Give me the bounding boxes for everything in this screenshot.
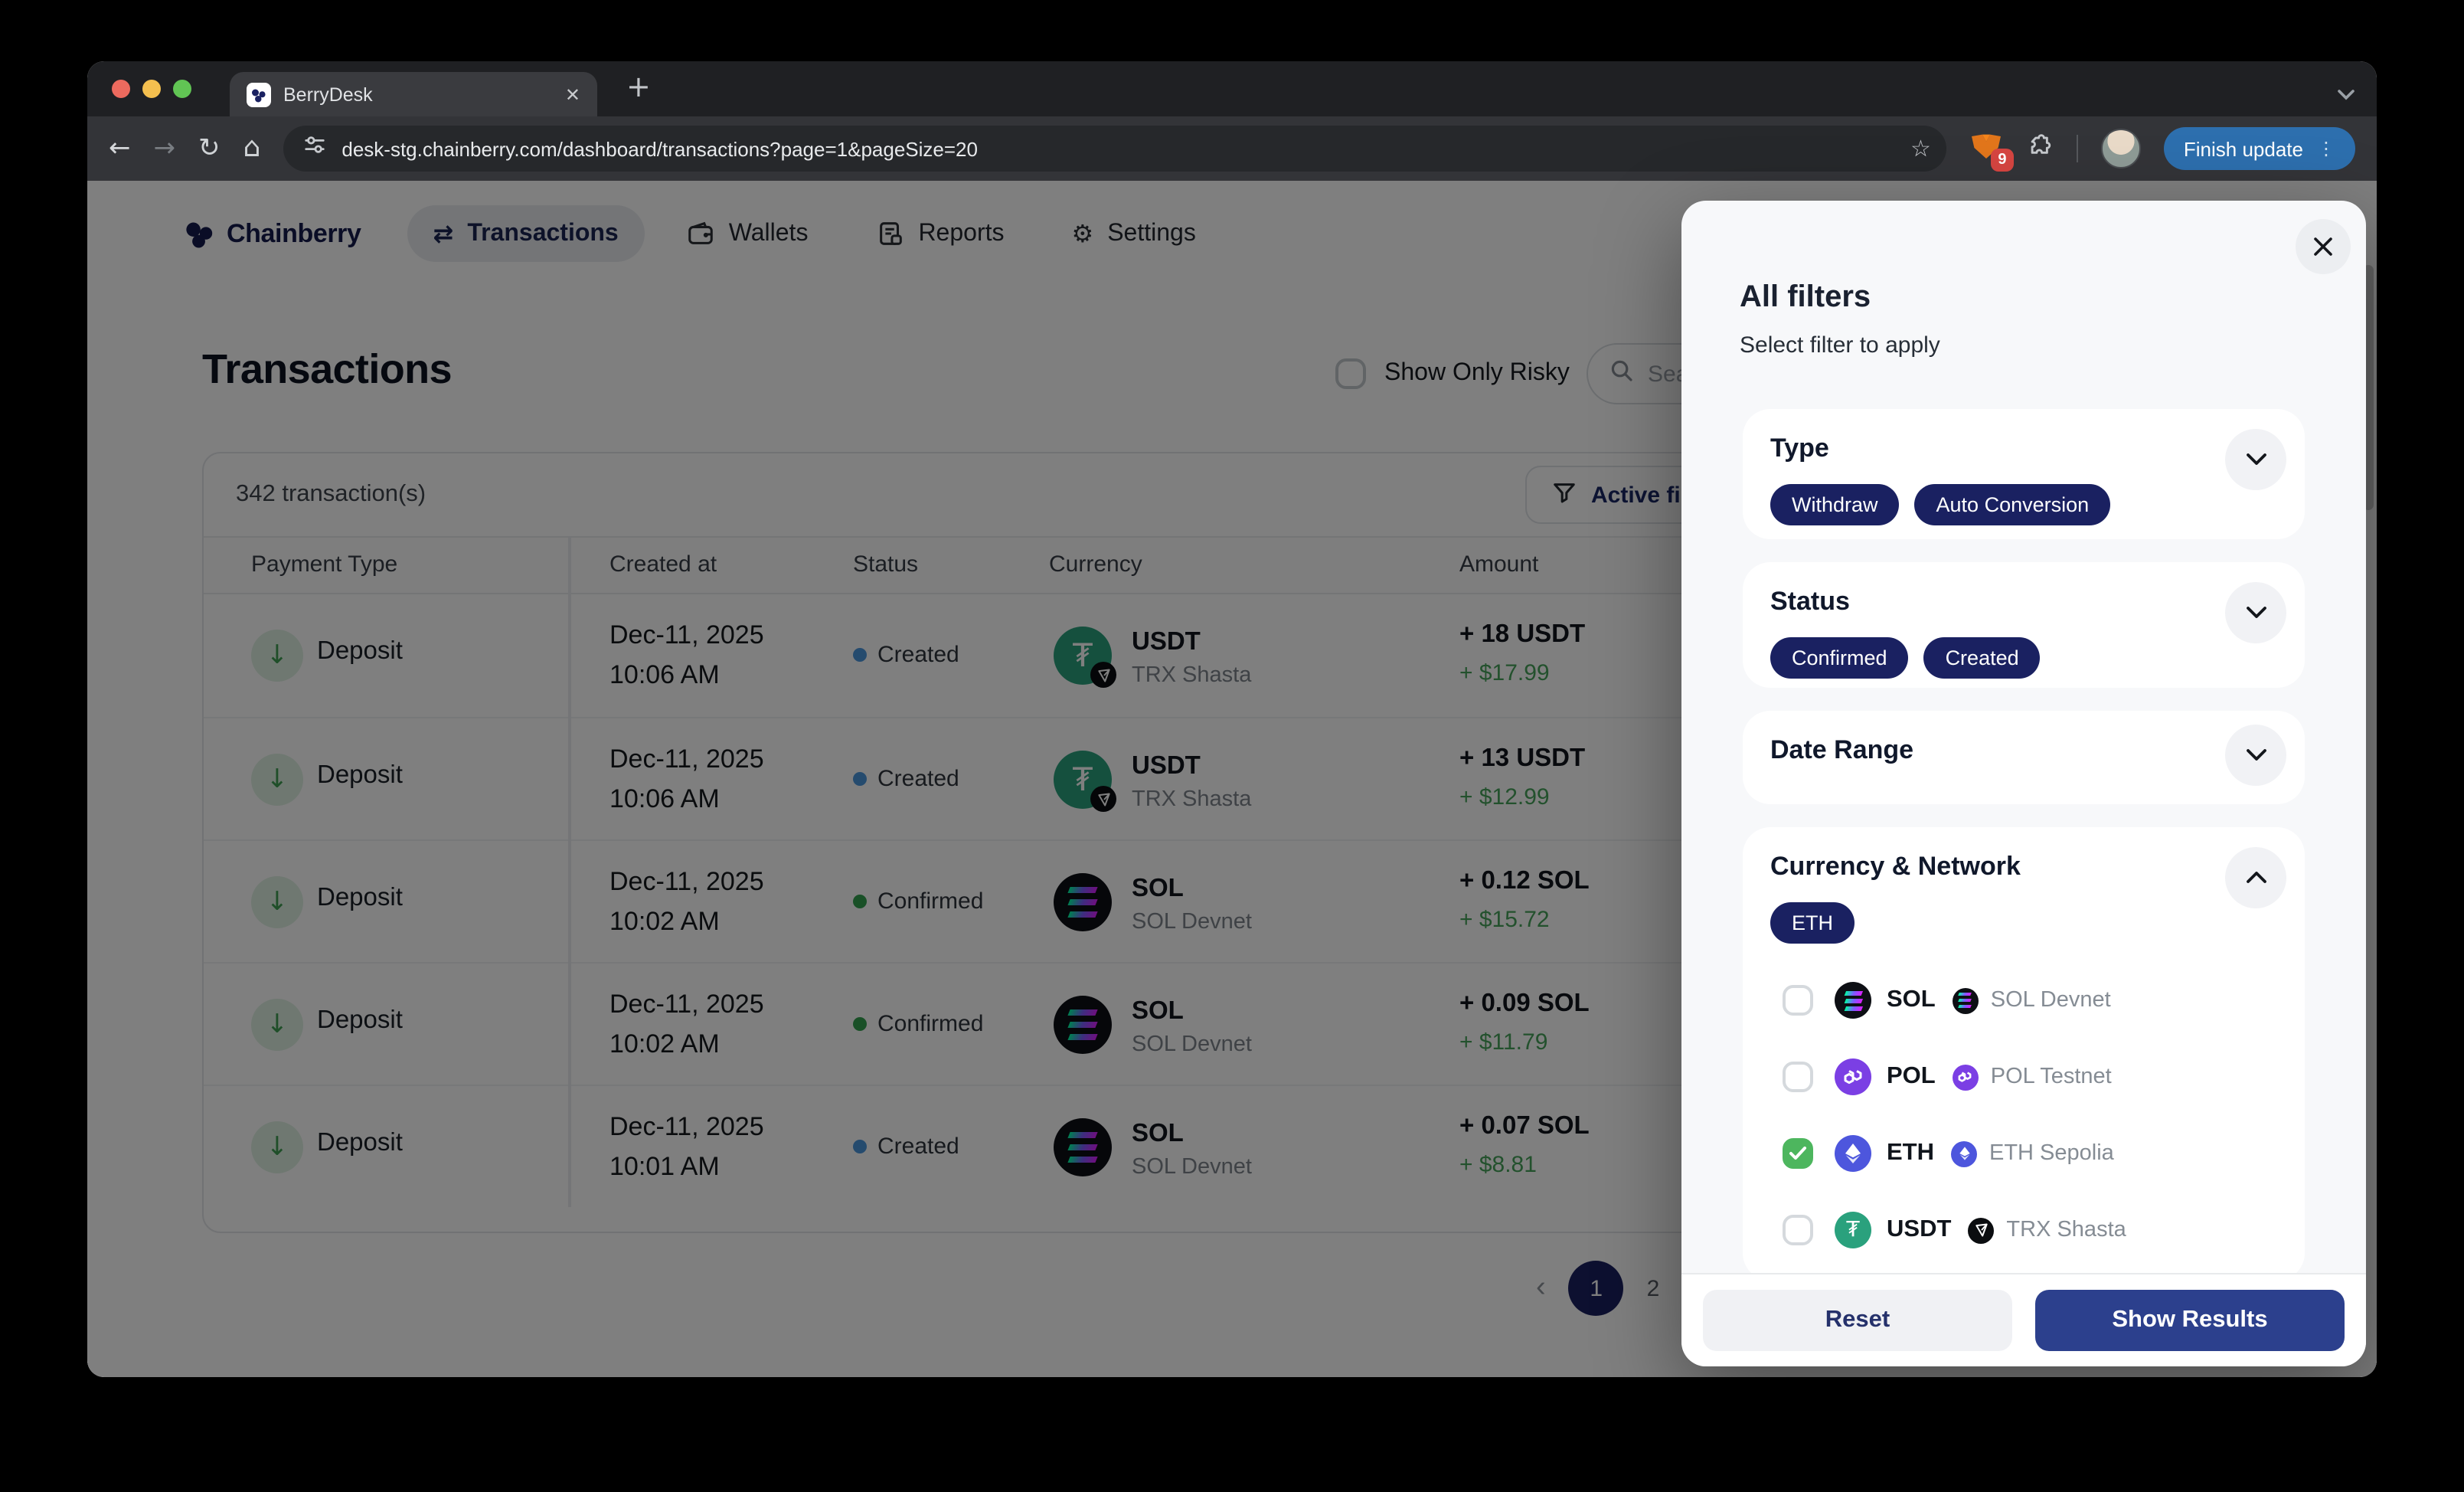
extensions-puzzle-icon[interactable]	[2026, 131, 2054, 166]
currency-option-name: SOL	[1887, 986, 1936, 1013]
usdt-coin-icon: ₮	[1835, 1212, 1871, 1248]
eth-network-icon	[1951, 1140, 1977, 1166]
back-button[interactable]: ←	[109, 133, 131, 163]
close-button[interactable]	[2296, 219, 2351, 274]
panel-footer: Reset Show Results	[1681, 1273, 2366, 1366]
url-text[interactable]: desk-stg.chainberry.com/dashboard/transa…	[341, 137, 978, 160]
pol-network-icon	[1952, 1064, 1979, 1090]
browser-menu-icon[interactable]: ⋮	[2317, 138, 2335, 159]
tab-search-chevron-icon[interactable]	[2337, 81, 2355, 109]
filter-sections: Type Withdraw Auto Conversion Status	[1743, 409, 2305, 1281]
expand-status-button[interactable]	[2225, 582, 2286, 643]
currency-option-name: POL	[1887, 1063, 1936, 1089]
currency-option-name: USDT	[1887, 1216, 1952, 1242]
address-bar[interactable]: desk-stg.chainberry.com/dashboard/transa…	[283, 126, 1946, 172]
reset-button[interactable]: Reset	[1703, 1290, 2012, 1351]
section-title: Type	[1770, 434, 1829, 463]
eth-coin-icon	[1835, 1135, 1871, 1172]
show-results-button[interactable]: Show Results	[2035, 1290, 2345, 1351]
tab-title: BerryDesk	[283, 83, 373, 105]
close-window-button[interactable]	[112, 80, 130, 98]
chevron-down-icon	[2246, 453, 2266, 465]
minimize-window-button[interactable]	[142, 80, 161, 98]
currency-option-sol[interactable]: SOL SOL Devnet	[1770, 962, 2277, 1039]
currency-option-network: SOL Devnet	[1990, 988, 2111, 1013]
profile-avatar[interactable]	[2100, 129, 2141, 169]
toolbar-divider	[2076, 135, 2078, 162]
metamask-extension-icon[interactable]: 9	[1969, 133, 2014, 172]
currency-option-usdt[interactable]: ₮ USDT TRX Shasta	[1770, 1192, 2277, 1268]
panel-title: All filters	[1740, 280, 1871, 314]
currency-option-name: ETH	[1887, 1140, 1934, 1166]
all-filters-panel: All filters Select filter to apply Type …	[1681, 201, 2366, 1366]
close-icon	[2314, 237, 2332, 256]
home-button[interactable]: ⌂	[243, 132, 261, 164]
currency-option-network: ETH Sepolia	[1989, 1141, 2114, 1166]
filter-section-type: Type Withdraw Auto Conversion	[1743, 409, 2305, 539]
section-title: Status	[1770, 587, 1850, 616]
filter-chip-auto-conversion[interactable]: Auto Conversion	[1914, 484, 2111, 525]
finish-update-button[interactable]: Finish update ⋮	[2163, 127, 2355, 170]
filter-chip-confirmed[interactable]: Confirmed	[1770, 637, 1909, 679]
reload-button[interactable]: ↻	[198, 133, 221, 163]
section-title: Currency & Network	[1770, 852, 2021, 881]
new-tab-button[interactable]: +	[626, 70, 651, 104]
filter-section-currency-network: Currency & Network ETH SOL SOL De	[1743, 827, 2305, 1281]
filter-section-date-range: Date Range	[1743, 711, 2305, 804]
currency-option-network: TRX Shasta	[2006, 1218, 2126, 1242]
browser-tab[interactable]: BerryDesk ✕	[230, 72, 597, 116]
forward-button[interactable]: →	[153, 133, 176, 163]
chevron-down-icon	[2246, 607, 2266, 618]
maximize-window-button[interactable]	[173, 80, 191, 98]
currency-options: SOL SOL Devnet POL POL Testnet	[1770, 962, 2277, 1268]
section-title: Date Range	[1770, 735, 1914, 764]
sol-coin-icon	[1835, 982, 1871, 1019]
filter-chip-eth[interactable]: ETH	[1770, 902, 1855, 944]
tab-strip: BerryDesk ✕ +	[87, 61, 2377, 116]
window-controls	[112, 80, 191, 98]
finish-update-label: Finish update	[2183, 137, 2303, 160]
currency-option-network: POL Testnet	[1990, 1065, 2112, 1089]
checkbox-sol[interactable]	[1783, 985, 1813, 1016]
browser-window: BerryDesk ✕ + ← → ↻ ⌂ desk-stg.chainberr…	[87, 61, 2377, 1377]
site-controls-icon[interactable]	[303, 133, 326, 164]
bookmark-star-icon[interactable]: ☆	[1910, 135, 1931, 162]
filter-section-status: Status Confirmed Created	[1743, 562, 2305, 688]
check-icon	[1789, 1147, 1806, 1160]
extension-badge: 9	[1990, 149, 2014, 172]
tab-favicon-icon	[247, 82, 271, 106]
chevron-down-icon	[2246, 749, 2266, 761]
filter-chip-created[interactable]: Created	[1923, 637, 2041, 679]
checkbox-usdt[interactable]	[1783, 1215, 1813, 1245]
sol-network-icon	[1952, 987, 1979, 1013]
collapse-currency-button[interactable]	[2225, 847, 2286, 908]
currency-option-pol[interactable]: POL POL Testnet	[1770, 1039, 2277, 1115]
tab-close-icon[interactable]: ✕	[564, 83, 580, 105]
expand-date-range-button[interactable]	[2225, 725, 2286, 786]
panel-subtitle: Select filter to apply	[1740, 332, 1940, 358]
checkbox-pol[interactable]	[1783, 1062, 1813, 1092]
checkbox-eth-checked[interactable]	[1783, 1138, 1813, 1169]
browser-toolbar: ← → ↻ ⌂ desk-stg.chainberry.com/dashboar…	[87, 116, 2377, 181]
tron-network-icon	[1968, 1217, 1995, 1243]
expand-type-button[interactable]	[2225, 429, 2286, 490]
filter-chip-withdraw[interactable]: Withdraw	[1770, 484, 1900, 525]
pol-coin-icon	[1835, 1058, 1871, 1095]
chevron-up-icon	[2246, 872, 2266, 883]
currency-option-eth[interactable]: ETH ETH Sepolia	[1770, 1115, 2277, 1192]
